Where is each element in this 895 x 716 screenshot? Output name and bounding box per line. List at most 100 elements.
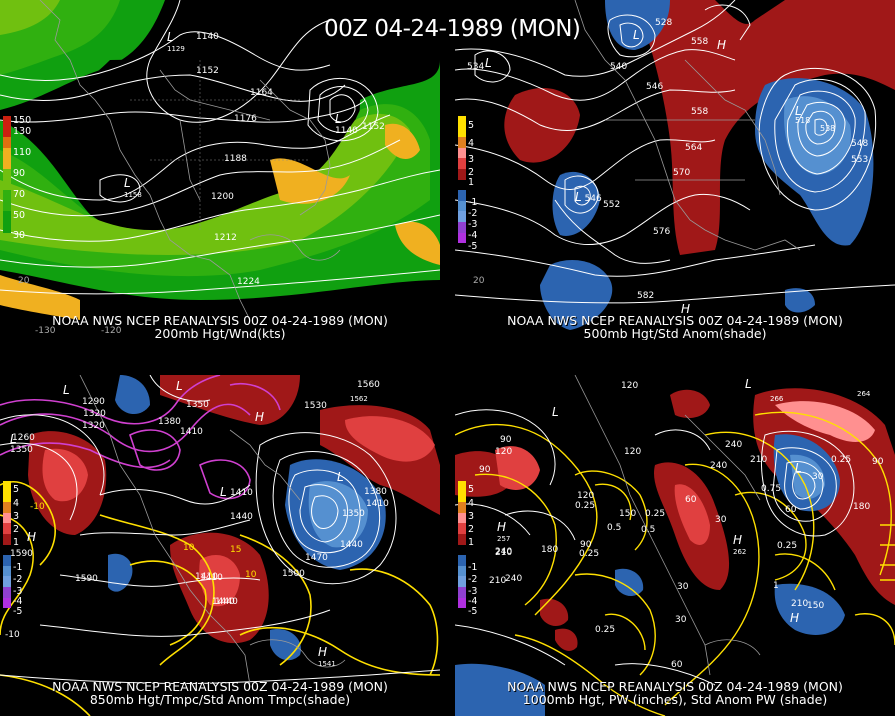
low-pressure-label: L 1140 [335, 112, 358, 136]
contour-label: 1350 [186, 400, 209, 410]
contour-label: 210 [489, 576, 507, 586]
contour-label: 576 [653, 227, 671, 237]
colorbar-swatch [3, 147, 11, 159]
low-pressure-label: L 1158 [124, 176, 142, 200]
contour-label: 150 [619, 509, 637, 519]
colorbar-swatch [3, 168, 11, 180]
colorbar-label: 130 [13, 126, 32, 137]
contour-label: 528 [655, 18, 673, 28]
colorbar-1000mb [458, 481, 466, 609]
colorbar-label: 5 [468, 120, 475, 131]
colorbar-swatch [458, 200, 466, 212]
contour-label: 90 [500, 435, 512, 445]
colorbar-label: 3 [13, 511, 20, 522]
contour-label: 150 [807, 601, 825, 611]
high-pressure-label: H 1541 [318, 645, 336, 669]
low-marker: L [335, 112, 342, 126]
contour-label: 240 [495, 547, 513, 557]
temperature-label: 10 [183, 543, 195, 553]
temperature-label: 10 [245, 570, 257, 580]
contour-label: 240 [725, 440, 743, 450]
colorbar-swatch [458, 190, 466, 201]
colorbar-swatch [458, 168, 466, 180]
panel-caption-source: NOAA NWS NCEP REANALYSIS 00Z 04-24-1989 … [507, 679, 843, 694]
colorbar-swatch [458, 502, 466, 513]
colorbar-label: 150 [13, 115, 32, 126]
contour-label: 0.75 [761, 484, 782, 494]
colorbar-swatch [458, 116, 466, 127]
low-pressure-label: L [10, 432, 17, 446]
contour-label: 1152 [196, 66, 219, 76]
panel-caption-source: NOAA NWS NCEP REANALYSIS 00Z 04-24-1989 … [52, 313, 388, 328]
colorbar-label: -5 [13, 606, 23, 617]
contour-label: 552 [603, 200, 621, 210]
low-marker: L [633, 28, 640, 42]
contour-label: 266 [770, 395, 784, 403]
contour-label: 564 [685, 143, 703, 153]
high-value: 262 [733, 548, 747, 556]
contour-label: 1562 [350, 395, 368, 403]
map-200mb [0, 0, 440, 340]
colorbar-label: -5 [468, 606, 478, 617]
latitude-label: 20 [18, 276, 30, 286]
contour-label: 582 [637, 291, 655, 301]
colorbar-200mb [3, 116, 11, 233]
colorbar-swatch [458, 481, 466, 492]
contour-label: 534 [467, 62, 485, 72]
colorbar-swatch [3, 512, 11, 524]
low-marker: L [167, 30, 174, 44]
colorbar-swatch [3, 555, 11, 566]
low-pressure-label: L [485, 56, 492, 70]
contour-label: 90 [580, 540, 592, 550]
contour-label: 30 [675, 615, 687, 625]
contour-label: 1410 [180, 427, 203, 437]
low-pressure-label: L [337, 470, 344, 484]
contour-label: 210 [495, 548, 513, 558]
contour-label: 553 [851, 155, 869, 165]
low-marker: L [795, 104, 802, 118]
colorbar-label: -3 [468, 586, 478, 597]
contour-label: 1410 [230, 488, 253, 498]
low-pressure-label: L [176, 379, 183, 393]
contour-label: 0.25 [575, 501, 596, 511]
colorbar-label: 50 [13, 210, 26, 221]
colorbar-label: -1 [468, 562, 478, 573]
contour-label: 1188 [224, 154, 247, 164]
contour-label: 558 [691, 37, 709, 47]
colorbar-swatch [458, 232, 466, 244]
colorbar-swatch [458, 158, 466, 169]
temperature-label: -10 [30, 502, 45, 512]
colorbar-label: -5 [468, 241, 478, 252]
contour-label: 1224 [237, 277, 260, 287]
panel-caption-source: NOAA NWS NCEP REANALYSIS 00Z 04-24-1989 … [52, 679, 388, 694]
colorbar-label: -1 [468, 197, 478, 208]
colorbar-swatch [458, 137, 466, 148]
low-pressure-label: L 546 [575, 190, 602, 204]
colorbar-swatch [458, 147, 466, 159]
contour-label: 210 [750, 455, 768, 465]
panel-850mb: 5 4 3 2 1 -1 -2 -3 -4 -5 1290 1320 1260 … [0, 375, 440, 716]
contour-label: 1560 [357, 380, 380, 390]
contour-label: 570 [673, 168, 691, 178]
panel-caption-field: 200mb Hgt/Wnd(kts) [154, 326, 286, 340]
panel-1000mb: 5 4 3 2 1 -1 -2 -3 -4 -5 120 90 120 90 1… [455, 375, 895, 716]
high-pressure-label: H [255, 410, 264, 424]
temperature-label: 15 [230, 545, 242, 555]
colorbar-850mb [3, 481, 11, 609]
contour-label: 120 [621, 381, 639, 391]
colorbar-swatch [458, 576, 466, 587]
contour-label: 60 [685, 495, 697, 505]
high-marker: H [681, 302, 691, 316]
contour-label: 30 [812, 472, 824, 482]
colorbar-swatch [3, 533, 11, 545]
colorbar-label: -3 [468, 219, 478, 230]
contour-label: 264 [857, 390, 871, 398]
colorbar-label: 110 [13, 147, 32, 158]
contour-label: 120 [495, 447, 513, 457]
contour-label: 1200 [211, 192, 234, 202]
colorbar-swatch [458, 565, 466, 577]
latitude-label: 20 [473, 276, 485, 286]
contour-label: 1590 [10, 549, 33, 559]
contour-label: 540 [610, 62, 628, 72]
colorbar-swatch [458, 523, 466, 534]
